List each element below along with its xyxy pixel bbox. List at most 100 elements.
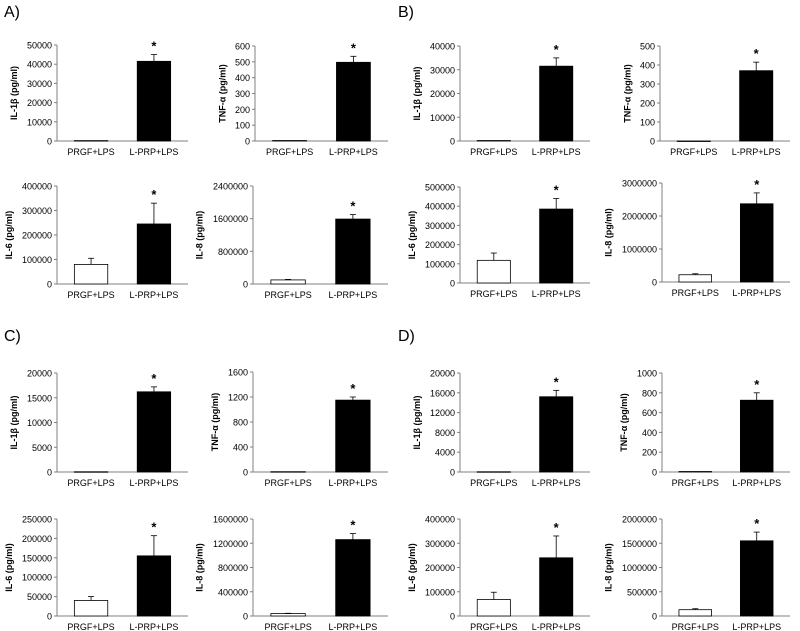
panel-c-il1b-bar-prgf (73, 471, 109, 473)
panel-d-il6-category-label: L-PRP+LPS (532, 622, 581, 631)
panel-b-il8-bar-lprp (740, 203, 774, 283)
panel-a-il1b-y-tick-label: 50000 (27, 41, 52, 51)
panel-d-il6-bar-lprp (539, 557, 574, 617)
panel-d-tnfa-y-tick-label: 800 (642, 388, 657, 398)
panel-d-il1b-y-axis-label: IL-1β (pg/ml) (412, 396, 422, 450)
panel-d-il8-bar-lprp (740, 540, 774, 617)
panel-c-tnfa-y-tick-label: 1600 (228, 368, 248, 378)
panel-b-il8-y-tick-label: 2000000 (622, 212, 657, 222)
panel-d-il8-y-tick-label: 0 (652, 612, 657, 622)
panel-a-il8-y-tick-label: 2400000 (213, 182, 248, 192)
panel-d-il8-significance-star: * (754, 516, 760, 531)
panel-a-il8-y-tick-label: 800000 (218, 247, 248, 257)
panel-c-tnfa-y-tick-label: 800 (233, 418, 248, 428)
panel-b-tnfa-category-label: PRGF+LPS (670, 147, 717, 157)
panel-d-il6-bar-prgf (476, 599, 511, 617)
panel-b-tnfa-y-tick-label: 500 (640, 42, 655, 52)
panel-a-il6-category-label: PRGF+LPS (67, 290, 114, 300)
panel-c-il8-bar-lprp (335, 539, 371, 617)
panel-b-il8-y-axis-label: IL-8 (pg/ml) (604, 208, 614, 257)
panel-b-il1b-y-tick-label: 40000 (430, 42, 455, 52)
panel-d-il6-significance-star: * (554, 520, 560, 535)
panel-c-tnfa-significance-star: * (350, 381, 356, 396)
panel-a-tnfa-category-label: PRGF+LPS (266, 147, 313, 157)
panel-c-il1b-bar-lprp (136, 391, 172, 473)
panel-d-tnfa-category-label: PRGF+LPS (672, 478, 719, 488)
panel-label-d: D) (398, 328, 415, 345)
panel-c-il8-y-axis-label: IL-8 (pg/ml) (195, 543, 205, 592)
panel-c-il8-y-tick-label: 1200000 (213, 539, 248, 549)
panel-b-tnfa-significance-star: * (754, 46, 760, 61)
panel-b-il1b-y-tick-label: 20000 (430, 89, 455, 99)
panel-b-il6-y-tick-label: 200000 (425, 240, 455, 250)
panel-d-il6-y-axis-label: IL-6 (pg/ml) (407, 543, 417, 592)
panel-a-il1b-category-label: L-PRP+LPS (130, 147, 179, 157)
panel-c-il8-y-tick-label: 0 (243, 612, 248, 622)
panel-c-tnfa-category-label: L-PRP+LPS (329, 478, 378, 488)
panel-d-il8-y-tick-label: 1500000 (622, 539, 657, 549)
panel-d-il6-y-tick-label: 200000 (425, 563, 455, 573)
panel-a-il8-bar-prgf (270, 279, 306, 285)
panel-a-il6-bar-lprp (136, 223, 172, 285)
panel-c-tnfa-bar-prgf (270, 471, 306, 473)
panel-c-il1b-significance-star: * (151, 371, 157, 386)
panel-b-il1b-bar-prgf (476, 140, 511, 142)
panel-d-il8-category-label: PRGF+LPS (672, 622, 719, 631)
panel-c-il6-category-label: PRGF+LPS (67, 622, 114, 631)
panel-b-il6-bar-lprp (539, 208, 574, 284)
panel-a-il1b-y-tick-label: 10000 (27, 117, 52, 127)
panel-a-tnfa-category-label: L-PRP+LPS (329, 147, 378, 157)
panel-c-tnfa-y-tick-label: 400 (233, 443, 248, 453)
panel-d-il6-category-label: PRGF+LPS (470, 622, 517, 631)
panel-d-il8-y-tick-label: 500000 (627, 587, 657, 597)
panel-c-il8-y-tick-label: 800000 (218, 563, 248, 573)
panel-a-il8-bar-lprp (335, 218, 371, 285)
panel-b-tnfa-bar-lprp (739, 70, 774, 142)
panel-a-il1b-category-label: PRGF+LPS (67, 147, 114, 157)
panel-d-il8-category-label: L-PRP+LPS (732, 622, 781, 631)
panel-a-il1b-significance-star: * (151, 39, 157, 54)
panel-a-tnfa-y-tick-label: 0 (245, 137, 250, 147)
panel-b-tnfa-category-label: L-PRP+LPS (732, 147, 781, 157)
panel-d-il8-y-axis-label: IL-8 (pg/ml) (604, 543, 614, 592)
panel-a-il1b-y-tick-label: 0 (47, 137, 52, 147)
panel-c-il8-significance-star: * (350, 518, 356, 533)
panel-c-il8-category-label: L-PRP+LPS (329, 622, 378, 631)
panel-c-il6-y-axis-label: IL-6 (pg/ml) (4, 543, 14, 592)
panel-b-il8-y-tick-label: 1000000 (622, 245, 657, 255)
panel-b-il1b-category-label: PRGF+LPS (470, 147, 517, 157)
panel-d-il1b-significance-star: * (554, 374, 560, 389)
panel-b-il6-significance-star: * (554, 183, 560, 198)
panel-a-tnfa-y-tick-label: 100 (235, 121, 250, 131)
panel-d-tnfa-significance-star: * (754, 377, 760, 392)
panel-c-tnfa-y-axis-label: TNF-α (pg/ml) (210, 393, 220, 452)
panel-d-il8-bar-prgf (678, 609, 713, 617)
panel-label-c: C) (4, 328, 21, 345)
panel-a-il8-y-axis-label: IL-8 (pg/ml) (195, 211, 205, 260)
panel-c-tnfa-y-tick-label: 0 (243, 468, 248, 478)
panel-d-tnfa-y-tick-label: 400 (642, 428, 657, 438)
panel-d-il8-y-tick-label: 2000000 (622, 515, 657, 525)
panel-b-il6-y-tick-label: 100000 (425, 259, 455, 269)
panel-a-tnfa-bar-lprp (336, 61, 371, 142)
panel-a-il8-significance-star: * (350, 199, 356, 214)
panel-b-tnfa-y-tick-label: 100 (640, 118, 655, 128)
panel-c-il6-y-tick-label: 0 (47, 612, 52, 622)
panel-c-il6-bar-prgf (73, 600, 109, 617)
panel-c-il6-category-label: L-PRP+LPS (130, 622, 179, 631)
panel-a-il8-category-label: L-PRP+LPS (329, 290, 378, 300)
panel-a-il6-y-tick-label: 400000 (22, 182, 52, 192)
panel-b-tnfa-y-tick-label: 400 (640, 61, 655, 71)
panel-a-tnfa-bar-prgf (272, 140, 307, 142)
panel-d-il6-y-tick-label: 400000 (425, 515, 455, 525)
panel-label-a: A) (4, 4, 20, 21)
panel-c-il1b-y-axis-label: IL-1β (pg/ml) (9, 396, 19, 450)
panel-b-il8-category-label: PRGF+LPS (672, 288, 719, 298)
panel-c-il8-category-label: PRGF+LPS (264, 622, 311, 631)
panel-d-il1b-category-label: L-PRP+LPS (532, 478, 581, 488)
panel-d-il6-y-tick-label: 0 (450, 612, 455, 622)
panel-d-tnfa-y-tick-label: 1000 (637, 369, 657, 379)
panel-d-tnfa-bar-prgf (678, 471, 713, 473)
panel-b-il6-y-tick-label: 0 (450, 279, 455, 289)
